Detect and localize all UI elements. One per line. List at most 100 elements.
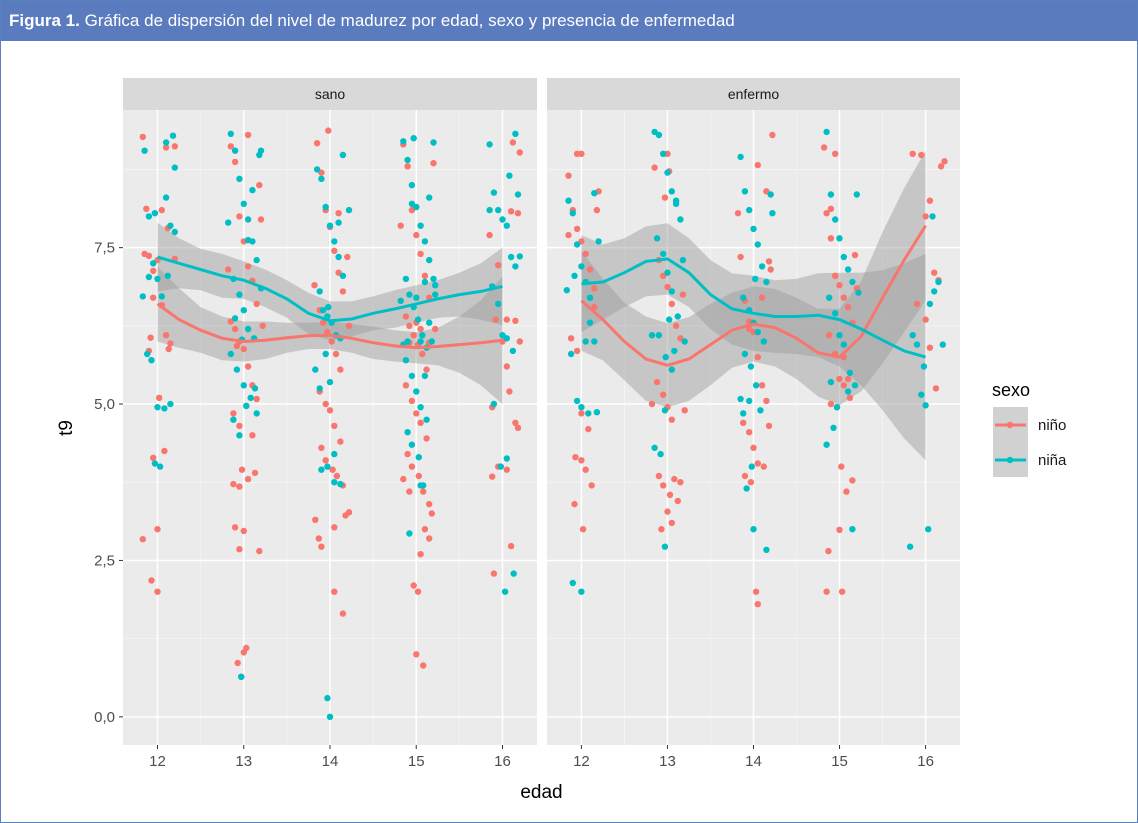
data-point [666,316,673,323]
data-point [154,404,161,411]
data-point [333,472,341,480]
data-point [325,303,332,311]
data-point [240,200,247,207]
data-point [404,163,411,170]
data-point [162,144,170,151]
data-point [145,273,153,281]
data-point [227,350,234,358]
data-point [922,213,929,220]
data-point [426,535,433,542]
data-point [855,289,862,296]
series-niño [139,127,523,680]
data-point [737,253,744,261]
data-point [746,206,753,214]
data-point [832,272,839,279]
data-point [826,332,833,339]
x-tick-label: 14 [322,753,339,770]
data-point [671,347,678,355]
data-point [495,300,502,308]
data-point [253,300,260,308]
data-point [658,526,665,533]
data-point [653,378,661,386]
y-tick-label: 0,0 [94,709,115,726]
smooth-line-niña [157,255,503,323]
data-point [335,219,342,226]
smooth-line-niño [156,302,503,350]
figure-label: Figura 1. [9,11,80,30]
data-point [165,345,172,353]
data-point [251,469,259,477]
data-point [244,325,252,333]
data-point [674,497,681,505]
data-point [339,288,347,295]
data-point [249,432,256,439]
confidence-band-niño [581,150,926,408]
data-point [565,197,572,204]
data-point [578,263,585,270]
data-point [421,278,429,286]
data-point [322,400,329,408]
data-point [256,181,263,189]
y-tick-label: 7,5 [94,240,115,257]
data-point [335,253,342,261]
data-point [413,294,420,301]
data-point [664,169,671,176]
data-point [406,291,413,298]
data-point [740,419,747,426]
data-point [752,382,760,389]
x-tick-label: 14 [745,753,762,770]
data-point [404,429,411,436]
data-point [227,143,234,150]
data-point [578,410,585,417]
data-point [660,150,667,157]
facet-strip-label: sano [315,86,346,102]
data-point [225,219,232,226]
data-point [312,366,319,373]
data-point [419,350,426,358]
data-point [648,400,656,408]
x-tick-label: 12 [149,753,166,770]
data-point [322,203,329,211]
data-point [426,500,433,508]
data-point [668,288,675,295]
data-point [417,482,424,489]
data-point [514,191,522,198]
data-point [832,150,839,157]
data-point [335,210,342,217]
data-point [926,300,934,308]
data-point [339,272,347,279]
data-point [230,480,237,488]
data-point [233,342,241,350]
data-point [573,241,581,248]
data-point [586,319,594,326]
data-point [660,250,667,258]
data-point [929,213,936,220]
data-point [249,186,256,194]
data-point [161,405,168,412]
data-point [737,395,744,403]
data-point [158,293,165,300]
data-point [668,416,675,423]
data-point [225,266,232,273]
data-point [740,294,747,301]
data-point [397,222,404,229]
data-point [578,404,585,411]
data-point [827,235,835,242]
data-point [836,526,843,533]
data-point [324,463,331,470]
data-point [233,366,241,373]
data-point [408,181,416,189]
data-point [413,410,420,417]
data-point [918,151,925,159]
data-point [414,588,422,595]
facet-panel-enfermo: enfermo 12 13 14 15 16 [547,78,960,770]
data-point [920,363,928,370]
data-point [672,197,680,204]
data-point [344,253,351,261]
data-point [750,526,757,533]
data-point [582,250,589,258]
data-point [849,477,856,484]
data-point [591,338,598,345]
data-point [319,307,327,314]
data-point [230,410,237,417]
